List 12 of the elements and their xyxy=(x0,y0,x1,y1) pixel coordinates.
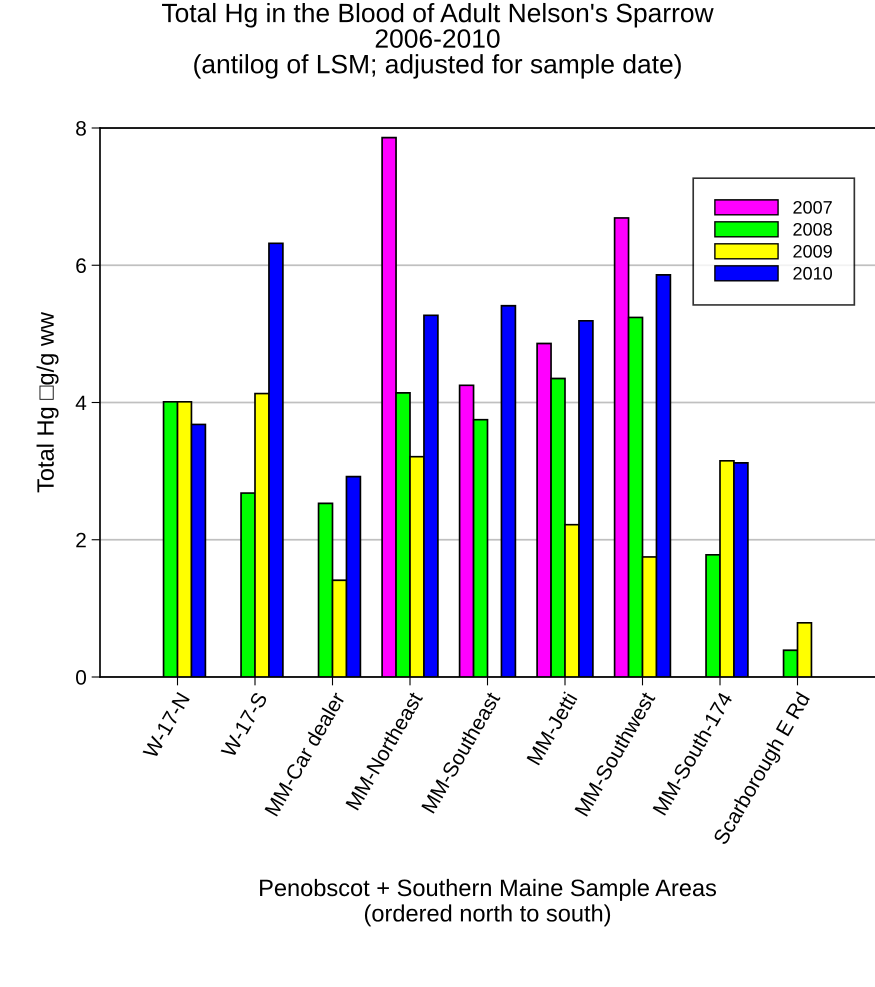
legend-label: 2009 xyxy=(793,244,832,258)
y-tick-label: 8 xyxy=(76,121,86,136)
y-tick-label: 4 xyxy=(76,396,86,410)
legend-label: 2008 xyxy=(793,222,832,236)
y-tick-label: 0 xyxy=(76,670,86,685)
y-axis-title: Total Hg □g/g ww xyxy=(36,312,59,492)
x-axis-title: Penobscot + Southern Maine Sample Areas (ordered north to south) xyxy=(260,878,716,926)
legend-label: 2007 xyxy=(793,200,832,214)
chart-title: Total Hg in the Blood of Adult Nelson's Sparrow 2006-2010 (antilog of LSM; adjusted for sample date) xyxy=(162,2,714,79)
y-tick-label: 2 xyxy=(76,532,86,548)
y-tick-label: 6 xyxy=(76,258,86,274)
legend-label: 2010 xyxy=(793,266,832,280)
